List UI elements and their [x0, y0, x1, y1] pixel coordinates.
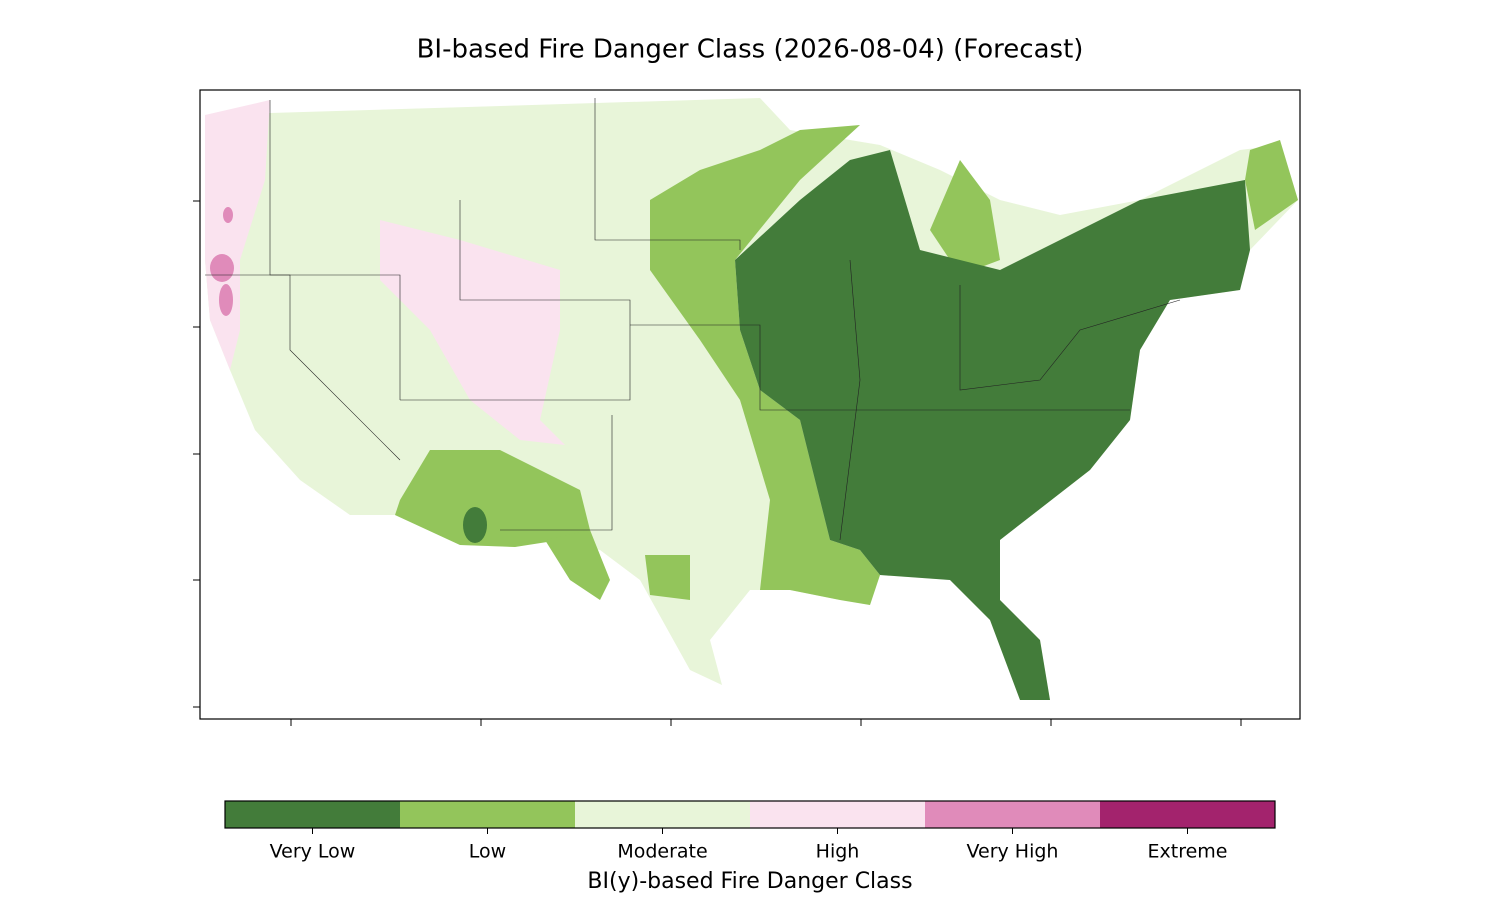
state-border [500, 415, 613, 531]
colorbar: Very Low Low Moderate High Very High Extreme [224, 800, 1276, 863]
colorbar-segment [750, 801, 925, 828]
region-high [380, 220, 565, 445]
colorbar-tick-label: Very High [967, 841, 1059, 863]
map-title: BI-based Fire Danger Class (2026-08-04) … [417, 35, 1084, 65]
colorbar-segment [575, 801, 750, 828]
region-low [545, 530, 610, 600]
map-frame [199, 89, 1301, 720]
state-border [594, 98, 741, 250]
colorbar-segment [400, 801, 575, 828]
region-low [650, 125, 880, 605]
region-very-high [223, 207, 233, 223]
state-border [205, 274, 401, 461]
state-border [400, 200, 631, 401]
colorbar-tick-label: Extreme [1148, 841, 1228, 863]
colorbar-segment [225, 801, 400, 828]
colorbar-frame [224, 800, 1276, 829]
colorbar-tick-label: Moderate [617, 841, 707, 863]
region-low [395, 450, 590, 547]
state-border [839, 259, 861, 541]
region-low [645, 555, 690, 600]
colorbar-label: BI(y)-based Fire Danger Class [587, 869, 912, 894]
region-very-high [210, 254, 234, 282]
region-very-low [735, 150, 1250, 700]
colorbar-tick-label: Very Low [270, 841, 356, 863]
state-border [630, 324, 1130, 411]
colorbar-segment [1100, 801, 1275, 828]
region-very-high [219, 284, 233, 316]
axis-ticks [193, 200, 1242, 726]
region-low [1245, 140, 1298, 230]
colorbar-segment [925, 801, 1100, 828]
region-very-low [463, 507, 487, 543]
colorbar-tick-label: High [816, 841, 860, 863]
state-border [959, 285, 1181, 391]
state-border [269, 100, 401, 400]
region-low [930, 160, 1000, 275]
colorbar-tick-label: Low [469, 841, 506, 863]
map [205, 98, 1298, 700]
